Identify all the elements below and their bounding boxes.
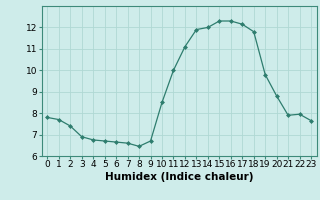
X-axis label: Humidex (Indice chaleur): Humidex (Indice chaleur): [105, 172, 253, 182]
